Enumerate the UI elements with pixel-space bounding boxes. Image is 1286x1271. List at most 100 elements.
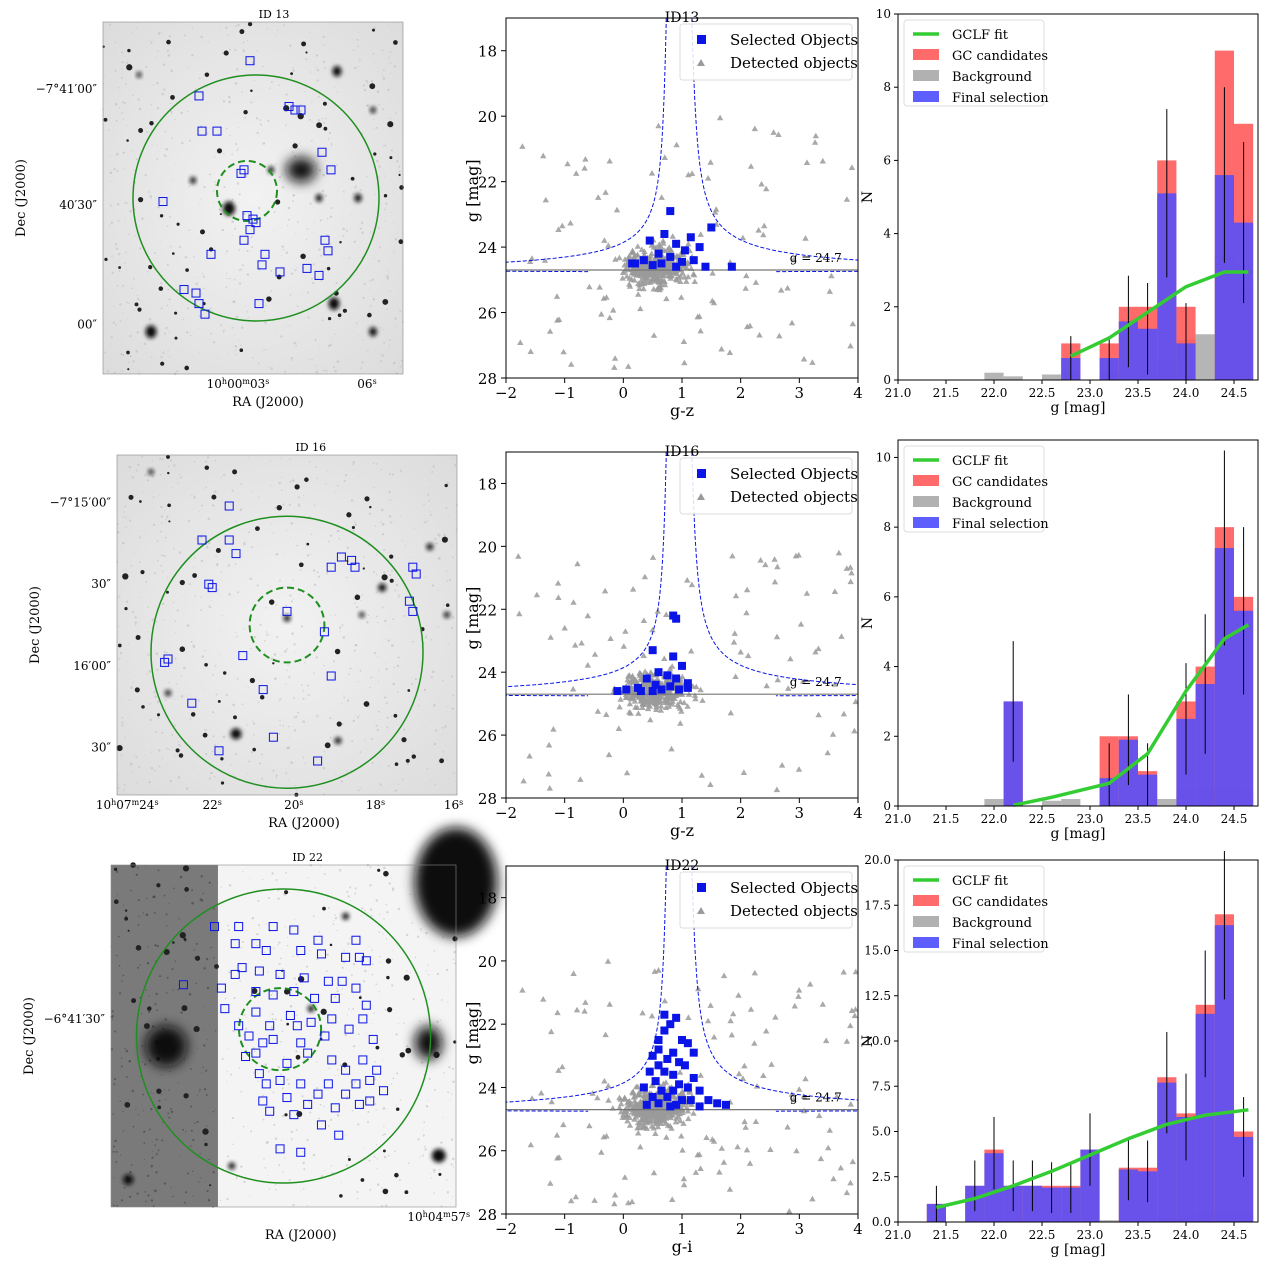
- gclf-x-tick-label: 23.0: [1077, 386, 1104, 400]
- image-noise: [121, 112, 123, 114]
- image-noise: [215, 693, 218, 696]
- image-noise: [434, 1192, 436, 1194]
- image-noise: [289, 790, 291, 792]
- legend-candidates-label: GC candidates: [952, 49, 1048, 64]
- image-noise: [346, 149, 348, 151]
- image-noise: [257, 899, 260, 902]
- gc-source-marker: [245, 56, 255, 66]
- image-noise: [156, 158, 159, 161]
- image-noise: [111, 1010, 114, 1013]
- detected-object-marker: [825, 1144, 832, 1151]
- image-noise: [268, 1069, 270, 1071]
- detected-object-marker: [684, 1107, 692, 1114]
- detected-object-marker: [582, 999, 589, 1005]
- image-noise: [395, 583, 399, 587]
- image-noise: [226, 1070, 228, 1073]
- detected-object-marker: [737, 648, 744, 655]
- image-noise: [452, 694, 455, 697]
- image-noise: [428, 998, 430, 1000]
- image-noise: [236, 68, 239, 71]
- image-noise: [207, 517, 210, 521]
- image-field-source: [134, 687, 140, 693]
- image-field-source: [296, 1111, 303, 1117]
- gc-source-marker: [313, 1089, 323, 1099]
- image-noise: [394, 589, 397, 592]
- image-noise: [236, 182, 240, 185]
- image-noise: [121, 716, 124, 719]
- image-field-source: [204, 1142, 208, 1147]
- detected-object-marker: [555, 226, 562, 232]
- detected-object-marker: [636, 1091, 643, 1097]
- image-noise: [208, 173, 211, 176]
- image-noise: [249, 577, 253, 580]
- legend-candidates-swatch: [913, 49, 939, 60]
- image-noise: [206, 1190, 209, 1193]
- image-noise: [281, 245, 284, 248]
- image-x-tick-label: 10h07m24s: [96, 798, 159, 813]
- detected-object-marker: [800, 355, 808, 362]
- detected-object-marker: [631, 277, 638, 283]
- image-field-source: [204, 72, 210, 77]
- image-noise: [273, 211, 276, 213]
- image-field-source: [183, 937, 187, 941]
- background-bar: [1157, 799, 1177, 806]
- detected-object-marker: [681, 699, 688, 706]
- image-noise: [390, 62, 392, 64]
- image-field-source: [399, 1052, 405, 1058]
- magnitude-limit-label: g = 24.7: [790, 251, 842, 265]
- image-noise: [216, 564, 219, 567]
- image-noise: [128, 1059, 131, 1063]
- image-noise: [335, 164, 338, 166]
- image-field-source: [389, 578, 394, 583]
- image-noise: [147, 1174, 150, 1178]
- detected-object-marker: [735, 992, 742, 998]
- image-noise: [186, 110, 189, 113]
- image-noise: [377, 656, 379, 658]
- image-noise: [229, 763, 232, 766]
- image-noise: [273, 653, 277, 656]
- image-noise: [242, 48, 244, 50]
- image-noise: [373, 258, 375, 260]
- image-noise: [193, 255, 195, 258]
- image-field-source: [156, 883, 161, 888]
- image-field-source: [297, 975, 305, 983]
- cmd-x-tick-label: 4: [853, 384, 863, 402]
- detected-object-marker: [631, 698, 639, 704]
- image-noise: [197, 699, 200, 702]
- detected-object-marker: [848, 164, 856, 170]
- image-noise: [446, 745, 447, 746]
- image-noise: [274, 1137, 278, 1140]
- image-noise: [292, 194, 295, 197]
- image-field-source: [170, 95, 175, 100]
- image-noise: [244, 116, 246, 119]
- detected-object-marker: [553, 293, 561, 299]
- image-noise: [293, 977, 296, 980]
- image-noise: [385, 662, 387, 664]
- image-noise: [161, 731, 164, 734]
- image-noise: [130, 771, 133, 773]
- detected-object-marker: [685, 240, 692, 247]
- image-noise: [251, 546, 254, 549]
- image-noise: [430, 676, 433, 679]
- gc-source-marker: [268, 1034, 278, 1044]
- detected-object-marker: [667, 1112, 674, 1119]
- detected-object-marker: [644, 274, 651, 280]
- gclf-y-tick-label: 0: [883, 373, 891, 387]
- image-noise: [204, 689, 206, 691]
- selected-object-marker: [669, 1070, 678, 1079]
- image-noise: [306, 227, 309, 230]
- image-noise: [451, 616, 455, 619]
- image-noise: [342, 234, 345, 237]
- legend-candidates-label: GC candidates: [952, 895, 1048, 910]
- image-noise: [433, 950, 436, 952]
- image-noise: [382, 77, 386, 80]
- image-noise: [292, 67, 294, 69]
- image-noise: [359, 751, 362, 754]
- image-noise: [198, 1181, 200, 1183]
- image-field-source: [323, 126, 328, 131]
- image-noise: [222, 331, 225, 334]
- detected-object-marker: [686, 1089, 693, 1095]
- selected-object-marker: [683, 683, 692, 692]
- image-noise: [122, 1110, 124, 1113]
- image-noise: [115, 102, 118, 106]
